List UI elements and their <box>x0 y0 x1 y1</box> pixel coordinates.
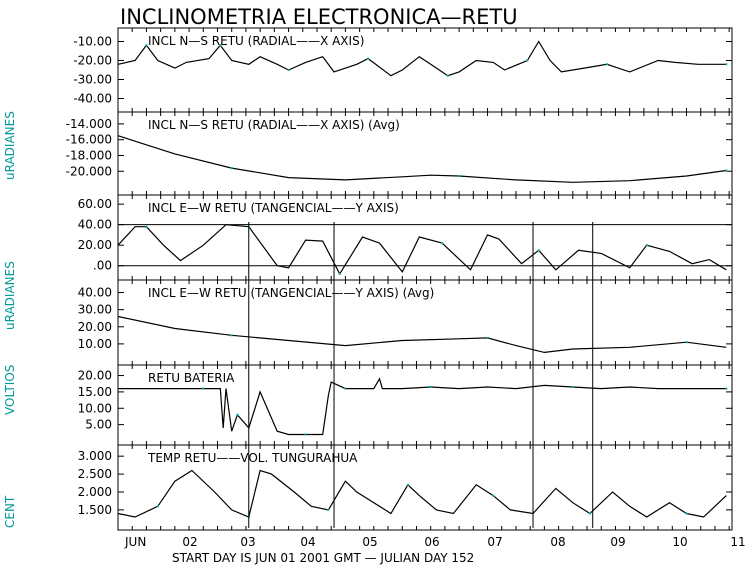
series-point <box>304 433 307 436</box>
y-tick-label: 10.00 <box>78 401 112 415</box>
y-tick-label: -16.000 <box>66 133 112 147</box>
series-point <box>725 387 728 390</box>
x-tick-label: 04 <box>300 535 315 549</box>
series-point <box>446 74 449 77</box>
series-line <box>117 224 727 276</box>
y-axis-labels: uRADIANES uRADIANES VOLTIOS CENT <box>3 111 17 528</box>
y-tick-label: 15.00 <box>78 385 112 399</box>
series-line <box>117 315 727 354</box>
series-line <box>117 135 727 183</box>
series-point <box>429 386 432 388</box>
series-point <box>230 334 233 337</box>
panel-5: 20.00 15.00 10.00 5.00 RETU BATERIA <box>78 364 732 445</box>
y-axis-label: CENT <box>3 495 17 528</box>
series-line <box>118 377 727 436</box>
y-axis-label: uRADIANES <box>3 261 17 330</box>
series-point <box>230 167 233 170</box>
y-tick-label: -20.00 <box>73 54 112 68</box>
series-point <box>441 242 444 245</box>
x-tick-label: 03 <box>240 535 255 549</box>
series-point <box>537 249 540 252</box>
series-point <box>367 57 370 60</box>
series-point <box>406 483 409 486</box>
y-tick-label: 2.500 <box>78 467 112 481</box>
series-point <box>219 44 222 47</box>
series-point <box>344 387 347 390</box>
series-line <box>117 469 727 518</box>
series-point <box>492 494 495 497</box>
y-tick-label: 1.500 <box>78 503 112 517</box>
y-tick-label: 20.00 <box>78 238 112 252</box>
vertical-markers <box>248 222 594 528</box>
panel-3: 60.00 40.00 20.00 .00 INCL E—W RETU (TANGENC… <box>78 194 732 280</box>
x-tick-label: 10 <box>672 535 687 549</box>
x-tick-label: 09 <box>610 535 625 549</box>
series-point <box>236 413 239 416</box>
series-point <box>156 505 159 508</box>
y-tick-label: 40.00 <box>78 286 112 300</box>
y-axis-label: VOLTIOS <box>3 365 17 415</box>
series-point <box>338 272 341 275</box>
x-tick-label: JUN <box>124 535 146 549</box>
x-tick-label: 05 <box>362 535 377 549</box>
y-tick-label: -20.000 <box>66 164 112 178</box>
y-tick-label: 2.000 <box>78 485 112 499</box>
y-tick-label: 60.00 <box>78 197 112 211</box>
x-tick-label: 11 <box>730 535 745 549</box>
series-point <box>685 341 688 344</box>
series-point <box>145 44 148 47</box>
series-line <box>117 40 727 77</box>
x-tick-label: 06 <box>424 535 439 549</box>
y-tick-label: -18.000 <box>66 148 112 162</box>
x-tick-label: 08 <box>550 535 565 549</box>
y-tick-label: 20.00 <box>78 369 112 383</box>
x-tick-label: 02 <box>182 535 197 549</box>
y-tick-label: -30.00 <box>73 73 112 87</box>
panel-title: INCL N—S RETU (RADIAL——X AXIS) (Avg) <box>148 118 400 132</box>
y-tick-label: 5.00 <box>85 418 112 432</box>
series-point <box>588 512 591 515</box>
series-point <box>526 59 529 62</box>
panel-title: TEMP RETU——VOL. TUNGURAHUA <box>147 451 358 465</box>
panel-title: INCL E—W RETU (TANGENCIAL——Y AXIS) (Avg) <box>148 286 434 300</box>
footer-caption: START DAY IS JUN 01 2001 GMT — JULIAN DA… <box>172 551 474 565</box>
series-point <box>725 169 728 172</box>
x-axis: JUN 02 03 04 05 06 07 08 09 10 11 <box>124 535 746 549</box>
y-tick-label: 3.000 <box>78 449 112 463</box>
y-tick-label: 40.00 <box>78 218 112 232</box>
series-point <box>327 508 330 511</box>
series-point <box>486 336 489 339</box>
series-point <box>685 512 688 515</box>
y-tick-label: -10.00 <box>73 35 112 49</box>
x-tick-label: 07 <box>487 535 502 549</box>
y-axis-label: uRADIANES <box>3 111 17 180</box>
chart-title: INCLINOMETRIA ELECTRONICA—RETU <box>120 5 518 29</box>
series-point <box>458 175 461 177</box>
y-tick-label: 20.00 <box>78 320 112 334</box>
panel-6: 3.000 2.500 2.000 1.500 TEMP RETU——VOL. TUNG… <box>78 444 732 530</box>
series-point <box>202 387 205 390</box>
y-tick-label: 10.00 <box>78 337 112 351</box>
series-point <box>287 69 290 71</box>
series-point <box>605 63 608 66</box>
y-tick-label: -14.000 <box>66 117 112 131</box>
series-point <box>571 386 574 388</box>
panel-title: RETU BATERIA <box>148 371 235 385</box>
panel-1: -10.00 -20.00 -30.00 -40.00 INCL N—S RETU (R… <box>73 28 732 112</box>
panel-4: 40.00 30.00 20.00 10.00 INCL E—W RETU (TANGE… <box>78 279 732 365</box>
panel-title: INCL E—W RETU (TANGENCIAL——Y AXIS) <box>148 201 399 215</box>
y-tick-label: -40.00 <box>73 92 112 106</box>
panel-title: INCL N—S RETU (RADIAL——X AXIS) <box>148 34 364 48</box>
y-tick-label: .00 <box>93 259 112 273</box>
y-tick-label: 30.00 <box>78 303 112 317</box>
series-point <box>145 225 148 228</box>
series-point <box>645 244 648 247</box>
series-point <box>725 63 728 66</box>
chart-panels: -10.00 -20.00 -30.00 -40.00 INCL N—S RETU (R… <box>66 28 732 530</box>
panel-2: -14.000 -16.000-18.000 -20.000 INCL N—S RET… <box>66 111 732 195</box>
